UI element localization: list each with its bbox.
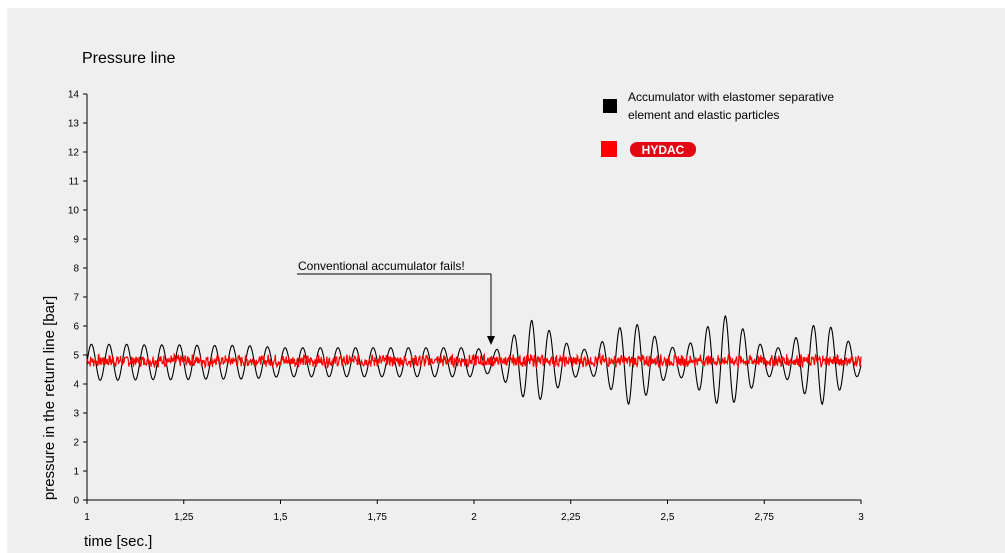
legend-label-black-line-2: element and elastic particles bbox=[628, 108, 779, 122]
chart-title: Pressure line bbox=[82, 50, 175, 67]
y-tick-label: 2 bbox=[73, 438, 79, 449]
x-tick-label: 2,5 bbox=[661, 512, 675, 523]
x-tick-label: 2,25 bbox=[561, 512, 581, 523]
series-layer bbox=[86, 315, 862, 406]
legend-swatch-red bbox=[601, 141, 617, 157]
y-tick-label: 13 bbox=[68, 119, 80, 130]
x-tick-label: 1,5 bbox=[274, 512, 288, 523]
annotation: Conventional accumulator fails! bbox=[297, 259, 495, 345]
y-tick-label: 4 bbox=[73, 380, 79, 391]
axes bbox=[86, 94, 861, 501]
y-tick-label: 1 bbox=[73, 467, 79, 478]
legend-label-black-line-1: Accumulator with elastomer separative bbox=[628, 90, 834, 104]
y-tick-label: 0 bbox=[73, 496, 79, 507]
y-tick-label: 5 bbox=[73, 351, 79, 362]
x-tick-label: 1,75 bbox=[368, 512, 388, 523]
y-axis-label: pressure in the return line [bar] bbox=[41, 296, 58, 500]
y-tick-label: 3 bbox=[73, 409, 79, 420]
annotation-label: Conventional accumulator fails! bbox=[298, 259, 465, 273]
chart-panel: Pressure line 0 1 2 3 4 5 6 7 8 9 10 11 12 13 14 1 1,25… bbox=[7, 8, 1005, 553]
annotation-arrowhead bbox=[487, 336, 495, 345]
y-tick-label: 7 bbox=[73, 293, 79, 304]
x-tick-label: 1,25 bbox=[174, 512, 194, 523]
y-tick-label: 9 bbox=[73, 235, 79, 246]
series-line-hydac bbox=[86, 352, 862, 370]
x-tick-label: 2,75 bbox=[755, 512, 775, 523]
y-tick-label: 11 bbox=[69, 177, 80, 188]
x-tick-label: 3 bbox=[858, 512, 864, 523]
x-tick-label: 1 bbox=[84, 512, 90, 523]
y-tick-label: 12 bbox=[68, 148, 80, 159]
x-tick-label: 2 bbox=[471, 512, 477, 523]
hydac-logo: HYDAC bbox=[630, 142, 696, 157]
x-ticks: 1 1,25 1,5 1,75 2 2,25 2,5 2,75 3 bbox=[84, 500, 864, 523]
y-tick-label: 6 bbox=[73, 322, 79, 333]
legend: Accumulator with elastomer separative el… bbox=[601, 90, 834, 157]
y-tick-label: 10 bbox=[68, 206, 80, 217]
y-tick-label: 14 bbox=[68, 90, 80, 101]
x-axis-label: time [sec.] bbox=[84, 533, 152, 550]
legend-swatch-black bbox=[603, 99, 617, 113]
y-tick-label: 8 bbox=[73, 264, 79, 275]
hydac-logo-text: HYDAC bbox=[642, 143, 685, 157]
